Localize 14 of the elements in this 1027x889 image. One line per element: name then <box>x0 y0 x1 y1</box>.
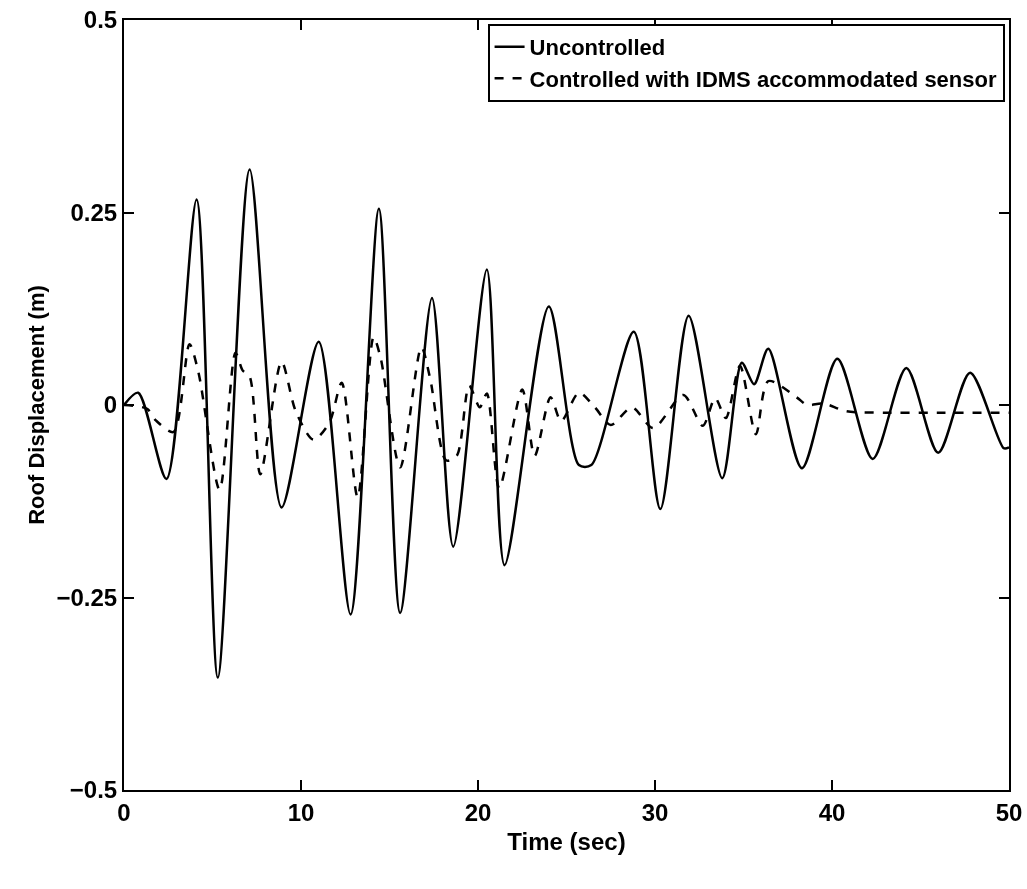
x-axis-title: Time (sec) <box>507 827 626 855</box>
y-tick-label: 0.25 <box>70 198 118 226</box>
x-tick-label: 10 <box>287 798 315 826</box>
legend-label: Controlled with IDMS accommodated sensor <box>529 66 997 92</box>
y-tick-label: 0.5 <box>83 6 118 34</box>
y-axis-title: Roof Displacement (m) <box>23 285 49 525</box>
legend-label: Uncontrolled <box>529 35 666 61</box>
x-tick-label: 50 <box>995 798 1023 826</box>
y-tick-label: −0.25 <box>56 583 118 611</box>
y-tick-label: −0.5 <box>69 776 118 804</box>
x-tick-label: 30 <box>641 798 669 826</box>
x-tick-label: 20 <box>464 798 492 826</box>
x-tick-label: 40 <box>818 798 846 826</box>
y-tick-label: 0 <box>103 391 118 419</box>
